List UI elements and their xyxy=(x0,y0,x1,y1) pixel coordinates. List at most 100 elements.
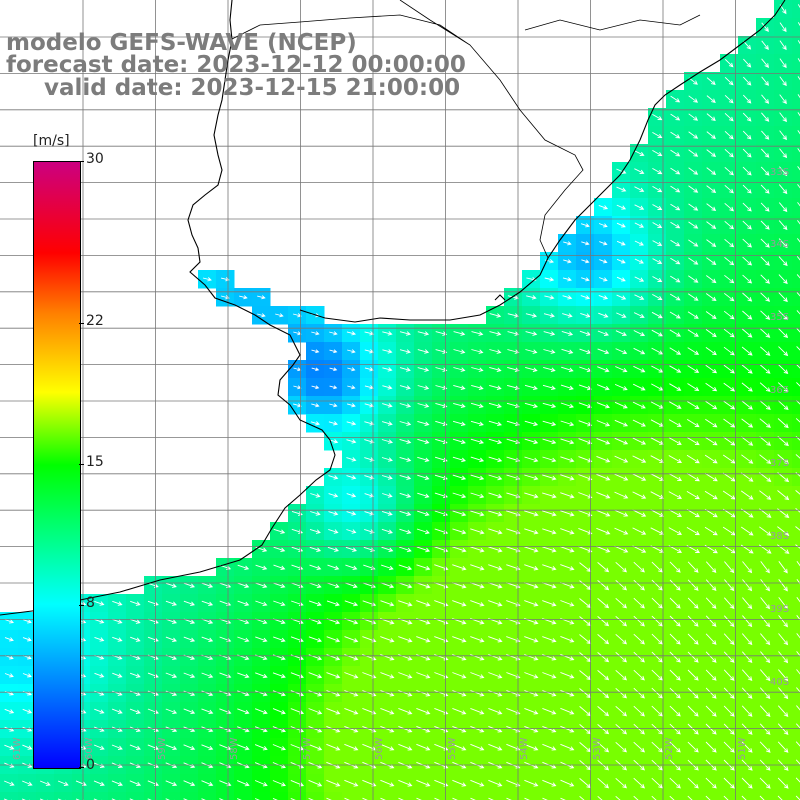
wind-cell xyxy=(792,414,800,433)
wind-arrow xyxy=(596,437,611,445)
wind-arrow xyxy=(741,382,753,392)
wind-cell xyxy=(792,324,800,343)
wind-arrow xyxy=(488,707,503,715)
wind-arrow xyxy=(435,420,448,426)
wind-cell xyxy=(792,702,800,721)
wind-arrow xyxy=(382,385,393,390)
wind-arrow xyxy=(686,454,700,464)
wind-arrow xyxy=(364,511,375,516)
wind-arrow xyxy=(704,490,718,500)
wind-arrow xyxy=(740,490,754,500)
colorbar-tick xyxy=(79,767,84,768)
wind-arrow xyxy=(760,346,771,356)
wind-cell xyxy=(792,216,800,235)
wind-arrow xyxy=(724,238,735,248)
wind-arrow xyxy=(542,582,557,589)
wind-arrow xyxy=(706,203,717,211)
wind-arrow xyxy=(633,561,645,573)
wind-arrow xyxy=(417,349,430,354)
wind-cell xyxy=(792,18,800,37)
wind-arrow xyxy=(346,511,357,516)
wind-arrow xyxy=(615,579,627,591)
wind-arrow xyxy=(705,633,717,645)
wind-arrow xyxy=(470,690,485,697)
wind-arrow xyxy=(616,240,626,246)
wind-arrow xyxy=(795,454,800,459)
wind-arrow xyxy=(488,402,502,409)
wind-cell xyxy=(792,720,800,739)
wind-arrow xyxy=(723,669,735,681)
wind-arrow xyxy=(597,652,610,663)
wind-arrow xyxy=(688,257,699,265)
wind-arrow xyxy=(399,349,411,354)
wind-arrow xyxy=(416,743,431,751)
wind-arrow xyxy=(311,367,320,372)
wind-arrow xyxy=(723,633,735,646)
wind-arrow xyxy=(633,597,645,609)
wind-arrow xyxy=(416,546,431,553)
wind-arrow xyxy=(329,349,338,354)
wind-arrow xyxy=(562,313,573,318)
wind-arrow xyxy=(741,346,753,356)
wind-cell xyxy=(684,792,703,800)
wind-arrow xyxy=(165,582,177,588)
wind-arrow xyxy=(723,436,736,446)
wind-arrow xyxy=(470,582,485,589)
wind-arrow xyxy=(687,615,699,627)
wind-arrow xyxy=(760,256,770,266)
wind-arrow xyxy=(453,367,466,372)
wind-arrow xyxy=(344,797,350,800)
wind-arrow xyxy=(705,651,717,663)
wind-arrow xyxy=(524,510,539,517)
wind-arrow xyxy=(488,528,503,535)
wind-arrow xyxy=(759,669,771,682)
wind-arrow xyxy=(560,671,575,679)
wind-arrow xyxy=(778,220,788,231)
wind-arrow xyxy=(759,687,771,699)
wind-arrow xyxy=(634,258,644,264)
wind-arrow xyxy=(723,597,735,609)
wind-arrow xyxy=(760,615,771,628)
wind-arrow xyxy=(759,436,772,446)
wind-arrow xyxy=(94,636,105,642)
wind-arrow xyxy=(201,636,214,642)
wind-arrow xyxy=(759,490,772,500)
wind-arrow xyxy=(688,221,699,229)
wind-arrow xyxy=(435,349,448,354)
wind-arrow xyxy=(704,472,718,482)
wind-arrow xyxy=(796,328,800,333)
wind-arrow xyxy=(724,561,735,574)
wind-arrow xyxy=(111,744,123,750)
wind-arrow xyxy=(543,331,556,336)
wind-cell xyxy=(252,792,271,800)
wind-arrow xyxy=(326,725,341,733)
wind-arrow xyxy=(741,669,753,681)
wind-arrow xyxy=(470,438,485,445)
wind-arrow xyxy=(596,455,611,463)
wind-arrow xyxy=(597,598,610,609)
wind-arrow xyxy=(452,420,466,427)
wind-arrow xyxy=(543,366,556,372)
wind-cell xyxy=(792,612,800,631)
wind-arrow xyxy=(542,402,557,409)
wind-arrow xyxy=(598,223,608,228)
wind-arrow xyxy=(633,687,645,699)
wind-arrow xyxy=(779,94,787,105)
wind-arrow xyxy=(687,597,699,609)
wind-arrow xyxy=(797,22,800,27)
wind-arrow xyxy=(346,529,357,534)
wind-arrow xyxy=(470,707,485,715)
wind-arrow xyxy=(346,457,357,462)
wind-arrow xyxy=(668,491,683,499)
wind-arrow xyxy=(524,672,539,679)
wind-arrow xyxy=(471,349,484,354)
wind-arrow xyxy=(544,259,555,264)
wind-arrow xyxy=(616,186,627,192)
wind-arrow xyxy=(381,457,393,462)
wind-cell xyxy=(522,792,541,800)
wind-arrow xyxy=(347,367,356,372)
wind-arrow xyxy=(597,348,610,355)
wind-arrow xyxy=(489,349,502,354)
wind-arrow xyxy=(778,364,789,375)
